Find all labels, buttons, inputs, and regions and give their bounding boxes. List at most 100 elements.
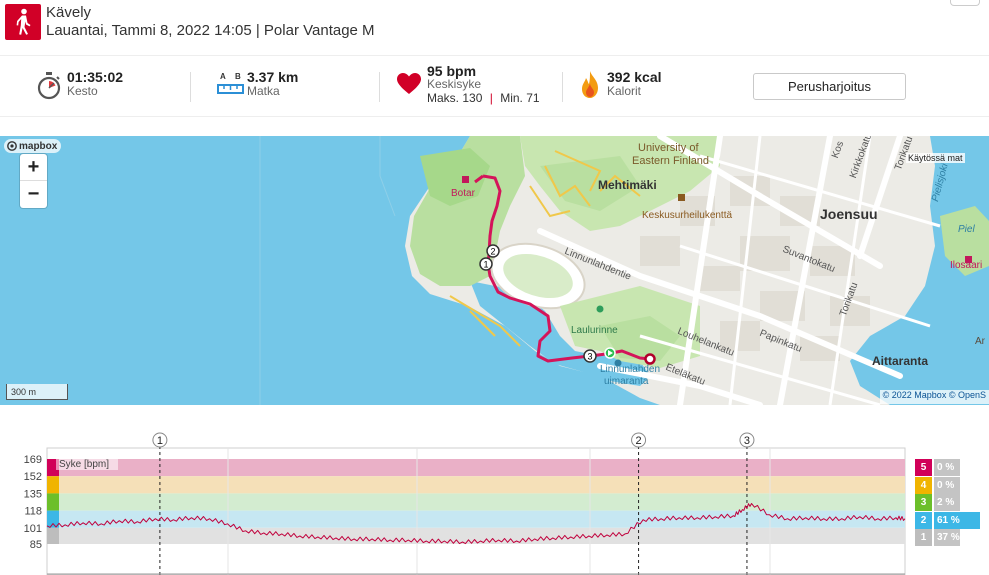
map-label-laulurinne: Laulurinne xyxy=(571,325,618,336)
y-tick-label-152: 152 xyxy=(24,471,42,483)
zone-percent: 0 % xyxy=(934,476,960,494)
y-tick-label-101: 101 xyxy=(24,523,42,535)
osm-attribution-link[interactable]: © OpenS xyxy=(948,390,986,400)
distance-label: Matka xyxy=(247,84,280,98)
lap-marker-label-2: 2 xyxy=(636,435,642,447)
summary-duration: 01:35:02 Kesto xyxy=(36,56,176,118)
avg-hr-label: Keskisyke xyxy=(427,77,482,91)
exercise-date-device: Lauantai, Tammi 8, 2022 14:05 | Polar Va… xyxy=(46,22,375,39)
lap-marker-label-1: 1 xyxy=(157,435,163,447)
min-hr-label: Min. xyxy=(500,91,523,105)
zone-band-2 xyxy=(59,510,905,528)
zone-percent: 0 % xyxy=(934,459,960,476)
max-hr-value: 130 xyxy=(462,91,483,105)
stopwatch-icon xyxy=(37,72,61,100)
map-label-joensuu: Joensuu xyxy=(820,206,878,222)
map-canvas[interactable]: 1 2 3 xyxy=(0,136,989,405)
zone-number: 4 xyxy=(915,476,932,494)
duration-label: Kesto xyxy=(67,84,98,98)
zone-band-5 xyxy=(59,459,905,477)
zone-color-strip-1 xyxy=(47,527,59,544)
zoom-controls: + − xyxy=(20,154,47,208)
summary-heart-rate: 95 bpm Keskisyke Maks. 130 | Min. 71 xyxy=(397,56,567,118)
exercise-header: Kävely Lauantai, Tammi 8, 2022 14:05 | P… xyxy=(0,0,989,48)
zone-legend-row-1: 1 37 % xyxy=(915,529,979,546)
avg-hr-value: 95 bpm xyxy=(427,63,477,79)
hr-max-min: Maks. 130 | Min. 71 xyxy=(427,91,540,105)
zone-number: 2 xyxy=(915,511,932,529)
max-hr-label: Maks. xyxy=(427,91,460,105)
map-label-ar: Ar xyxy=(975,336,985,347)
zone-color-strip-2 xyxy=(47,510,59,528)
map-label-uimaranta-1: Linnunlahden xyxy=(600,364,661,375)
min-hr-value: 71 xyxy=(526,91,540,105)
map-label-mehtimaki: Mehtimäki xyxy=(598,178,657,192)
zone-band-4 xyxy=(59,476,905,494)
route-map[interactable]: 1 2 3 mapbox + − University of Eastern F… xyxy=(0,136,989,405)
map-label-stadium: Keskusurheilukenttä xyxy=(642,210,733,221)
summary-bar: 01:35:02 Kesto A B 3.37 km Matka xyxy=(0,55,989,117)
map-label-aittaranta: Aittaranta xyxy=(872,354,929,368)
summary-calories: 392 kcal Kalorit xyxy=(580,56,730,118)
walking-person-icon xyxy=(5,4,41,40)
heart-icon xyxy=(397,73,421,94)
y-axis-label: Syke [bpm] xyxy=(59,459,109,470)
summary-divider xyxy=(190,72,191,102)
map-label-university: University of xyxy=(638,142,699,154)
lap-marker-circle-3 xyxy=(739,432,755,448)
calories-value: 392 kcal xyxy=(607,69,662,85)
zoom-in-button[interactable]: + xyxy=(20,154,47,181)
map-label-uimaranta-2: uimaranta xyxy=(604,376,649,387)
summary-divider xyxy=(379,72,380,102)
zone-number: 5 xyxy=(915,459,932,476)
lap-marker-circle-2 xyxy=(631,432,647,448)
map-label-botania: Botar xyxy=(451,188,475,199)
map-lap-markers: 1 2 3 xyxy=(479,244,597,363)
distance-ab-icon: A B xyxy=(217,72,244,98)
map-label-university-2: Eastern Finland xyxy=(632,155,710,167)
mapbox-logo[interactable]: mapbox xyxy=(4,139,62,153)
y-tick-label-118: 118 xyxy=(24,506,42,518)
sport-profile-button[interactable]: Perusharjoitus xyxy=(753,73,906,100)
map-lap-marker-2: 2 xyxy=(490,247,495,257)
lap-marker-label-3: 3 xyxy=(744,435,750,447)
map-scale: 300 m xyxy=(6,384,68,400)
map-lap-marker-1: 1 xyxy=(483,260,488,270)
settings-icon[interactable] xyxy=(950,0,980,6)
zone-percent: 2 % xyxy=(934,494,960,511)
distance-value: 3.37 km xyxy=(247,69,299,85)
map-attribution: © 2022 Mapbox © OpenS xyxy=(879,390,989,404)
map-lap-marker-3: 3 xyxy=(587,352,592,362)
hr-series-line xyxy=(46,503,906,545)
mapbox-attribution-link[interactable]: © 2022 Mapbox xyxy=(882,390,947,400)
zone-number: 3 xyxy=(915,494,932,511)
map-usage-note: Käytössä mat xyxy=(906,153,965,163)
y-tick-label-169: 169 xyxy=(24,454,42,466)
map-label-pielisjoki-2: Piel xyxy=(958,224,975,235)
y-tick-label-135: 135 xyxy=(24,488,42,500)
map-label-ilosaari: Ilosaari xyxy=(950,260,983,271)
zoom-out-button[interactable]: − xyxy=(27,183,40,205)
calories-label: Kalorit xyxy=(607,84,642,98)
summary-divider xyxy=(562,72,563,102)
lap-marker-circle-1 xyxy=(152,432,168,448)
duration-value: 01:35:02 xyxy=(67,69,124,85)
zone-color-strip-3 xyxy=(47,493,59,511)
route-end-marker xyxy=(644,353,656,365)
zone-color-strip-4 xyxy=(47,476,59,494)
zone-band-3 xyxy=(59,493,905,511)
zone-percent: 37 % xyxy=(934,529,960,546)
zone-number: 1 xyxy=(915,529,932,546)
summary-distance: A B 3.37 km Matka xyxy=(215,56,365,118)
zone-percent: 61 % xyxy=(934,511,980,529)
hr-separator: | xyxy=(489,91,493,105)
y-axis-label-bg xyxy=(56,456,118,470)
flame-icon xyxy=(582,71,598,98)
